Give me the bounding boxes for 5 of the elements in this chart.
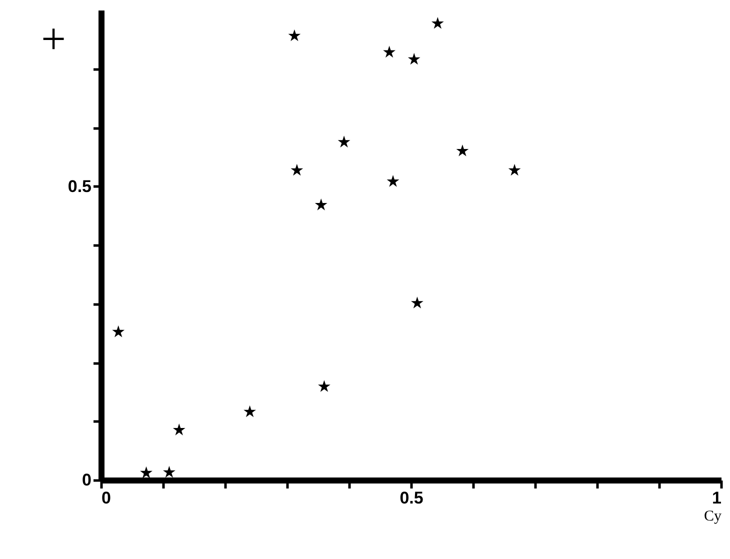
y-axis-title: + xyxy=(41,14,66,64)
x-tick-label: 1 xyxy=(712,488,722,508)
x-axis-title: Cy xyxy=(704,508,722,524)
x-tick-label: 0 xyxy=(102,488,111,508)
x-tick-label: 0.5 xyxy=(400,488,424,508)
